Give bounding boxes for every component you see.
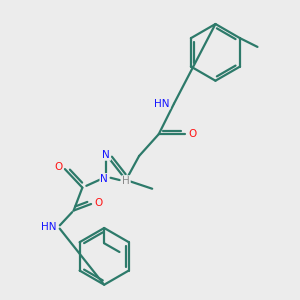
Text: O: O (188, 129, 197, 139)
Text: N: N (100, 174, 108, 184)
Text: HN: HN (41, 222, 56, 232)
Text: N: N (103, 150, 110, 160)
Text: O: O (54, 162, 62, 172)
Text: H: H (122, 176, 130, 186)
Text: O: O (94, 198, 103, 208)
Text: HN: HN (154, 99, 170, 109)
